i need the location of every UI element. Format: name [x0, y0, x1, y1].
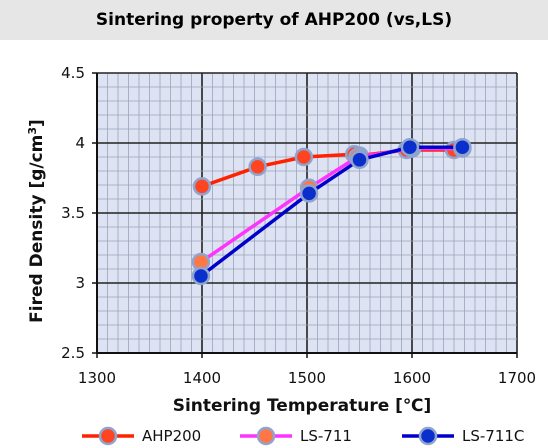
- legend-label-ahp200: AHP200: [142, 427, 201, 445]
- data-point-ls-711c: [350, 150, 369, 170]
- y-axis-title: Fired Density [g/cm3]: [26, 119, 48, 323]
- x-tick-label: 1600: [393, 369, 431, 387]
- data-point-ls-711c: [191, 266, 211, 286]
- data-point-ahp200: [248, 157, 267, 177]
- data-point-ls-711c: [299, 184, 319, 203]
- data-point-ahp200: [192, 177, 212, 196]
- x-tick-label: 1300: [78, 369, 116, 387]
- chart-title-bar: Sintering property of AHP200 (vs,LS): [0, 0, 548, 40]
- y-tick-label: 4.5: [61, 64, 85, 82]
- x-tick-label: 1700: [498, 369, 536, 387]
- legend-marker-ls-711: [256, 426, 276, 446]
- legend-label-ls-711: LS-711: [300, 427, 352, 445]
- x-axis-title: Sintering Temperature [℃]: [173, 396, 432, 416]
- chart-title: Sintering property of AHP200 (vs,LS): [95, 10, 453, 30]
- y-tick-label: 3: [75, 274, 85, 292]
- y-tick-label: 4: [75, 134, 85, 152]
- legend-label-ls-711c: LS-711C: [462, 427, 524, 445]
- data-point-ls-711c: [453, 137, 472, 157]
- x-tick-label: 1400: [183, 369, 221, 387]
- data-point-ls-711c: [400, 137, 420, 157]
- y-tick-label: 3.5: [61, 204, 85, 222]
- legend-marker-ahp200: [98, 426, 118, 446]
- x-tick-label: 1500: [288, 369, 326, 387]
- data-point-ahp200: [294, 147, 314, 167]
- y-tick-label: 2.5: [61, 344, 85, 362]
- legend-marker-ls-711c: [418, 426, 438, 446]
